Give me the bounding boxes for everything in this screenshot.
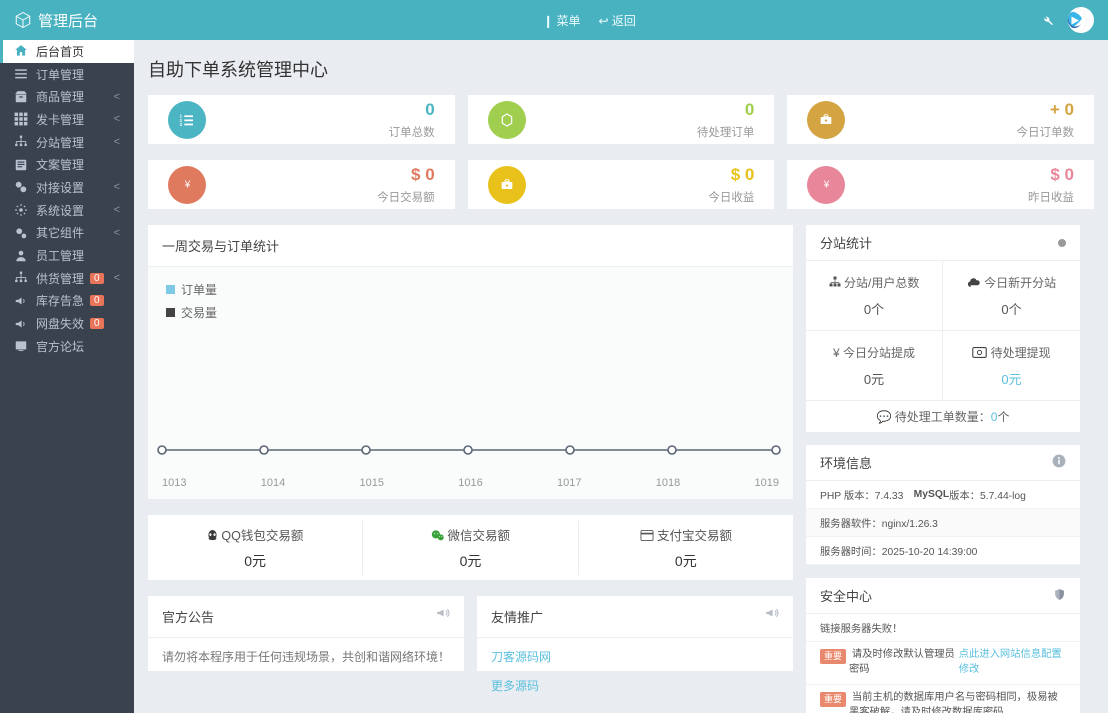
svg-text:¥: ¥ [823, 180, 830, 191]
svg-text:3: 3 [180, 121, 183, 126]
svg-text:¥: ¥ [183, 180, 190, 191]
